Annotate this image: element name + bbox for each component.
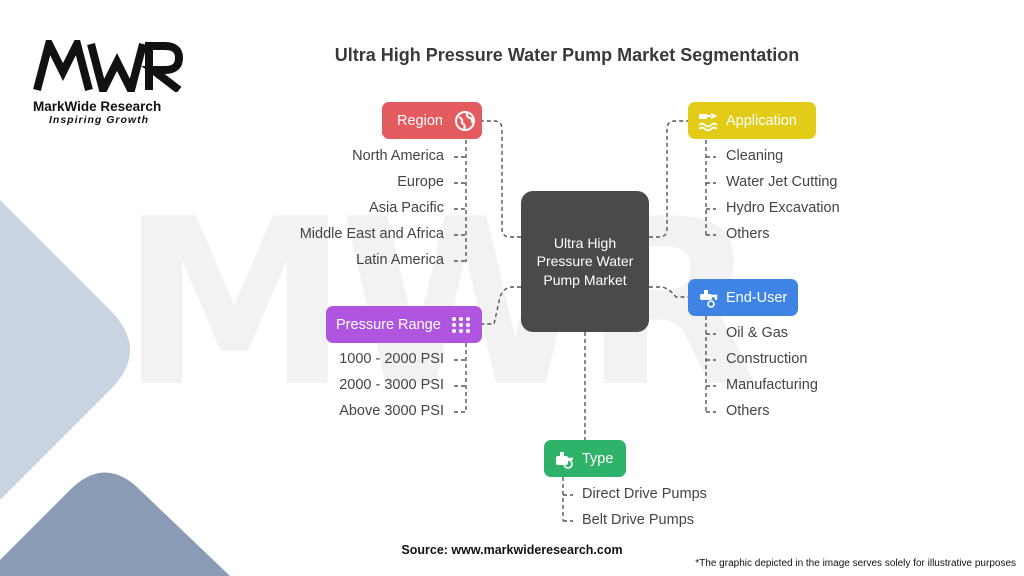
segment-type-label: Type bbox=[582, 450, 614, 467]
center-node: Ultra High Pressure Water Pump Market bbox=[521, 191, 649, 332]
segment-application: Application bbox=[688, 102, 816, 139]
region-item: Asia Pacific bbox=[369, 200, 444, 216]
segment-application-label: Application bbox=[726, 112, 797, 129]
region-item: Latin America bbox=[356, 252, 444, 268]
application-item: Cleaning bbox=[726, 148, 784, 164]
application-item: Others bbox=[726, 226, 770, 242]
logo-mark bbox=[33, 32, 184, 102]
brand-tagline: Inspiring Growth bbox=[49, 114, 149, 126]
end-user-item: Construction bbox=[726, 351, 808, 367]
pressure-range-item: Above 3000 PSI bbox=[339, 403, 444, 419]
globe-icon bbox=[453, 109, 477, 133]
brand-logo: MarkWide Research Inspiring Growth bbox=[33, 32, 193, 126]
disclaimer-note: *The graphic depicted in the image serve… bbox=[695, 558, 1016, 569]
brand-name: MarkWide Research bbox=[33, 99, 162, 114]
region-item: Middle East and Africa bbox=[299, 226, 444, 242]
segment-type: Type bbox=[544, 440, 626, 477]
segment-pressure-range: Pressure Range bbox=[326, 306, 482, 343]
segment-region: Region bbox=[382, 102, 482, 139]
segment-end-user: End-User bbox=[688, 279, 798, 316]
page-title: Ultra High Pressure Water Pump Market Se… bbox=[334, 45, 800, 65]
region-item: North America bbox=[352, 148, 444, 164]
source-citation: Source: www.markwideresearch.com bbox=[401, 543, 623, 557]
water-jet-icon bbox=[696, 109, 720, 133]
segment-end-user-label: End-User bbox=[726, 289, 788, 306]
type-item: Direct Drive Pumps bbox=[582, 486, 707, 502]
end-user-item: Oil & Gas bbox=[726, 325, 789, 341]
pressure-range-item: 1000 - 2000 PSI bbox=[339, 351, 444, 367]
pressure-range-item: 2000 - 3000 PSI bbox=[339, 377, 444, 393]
dots-grid-icon bbox=[449, 313, 473, 337]
type-item: Belt Drive Pumps bbox=[582, 512, 695, 528]
application-item: Hydro Excavation bbox=[726, 200, 840, 216]
end-user-item: Others bbox=[726, 403, 770, 419]
end-user-item: Manufacturing bbox=[726, 377, 818, 393]
region-item: Europe bbox=[397, 174, 444, 190]
application-item: Water Jet Cutting bbox=[726, 174, 838, 190]
segment-region-label: Region bbox=[397, 112, 443, 129]
pump-icon bbox=[552, 447, 576, 471]
segment-pressure-range-label: Pressure Range bbox=[336, 316, 441, 333]
faucet-icon bbox=[696, 286, 720, 310]
background-watermark: MWR bbox=[120, 171, 760, 438]
